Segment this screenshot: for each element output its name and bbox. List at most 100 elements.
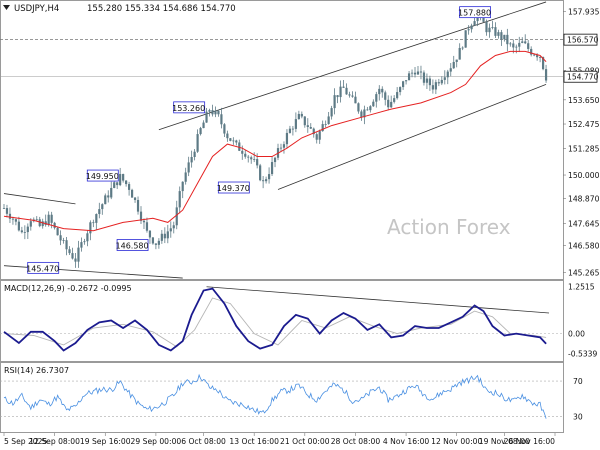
candle-body [384,92,387,100]
price-tick-label: 147.645 [568,220,600,229]
candle-body [211,110,214,115]
x-tick-label: 4 Nov 16:00 [383,437,430,446]
candle-body [11,218,15,220]
price-tick-label: 152.475 [568,120,600,129]
price-annotation: 153.260 [172,101,206,114]
macd-panel [0,280,564,362]
candle-body [41,221,44,227]
trend-line [158,1,547,131]
candle-body [449,68,452,72]
x-tick-label: 6 Oct 08:00 [181,437,226,446]
price-tick-label: 150.000 [568,171,600,180]
axis-layer: 157.935155.080153.650152.475151.285150.0… [3,8,600,446]
candle-body [44,221,47,225]
candle-body [235,140,238,143]
price-annotation: 149.950 [86,169,119,182]
annotation-label: 146.580 [116,242,149,251]
candle-body [488,27,491,33]
price-axis-box [563,33,598,46]
candle-body [20,230,23,233]
candle-body [345,87,348,95]
candle-body [467,29,470,31]
candle-body [172,225,175,229]
x-tick-label: 28 Oct 08:00 [331,437,381,446]
candle-body [163,233,166,239]
triangle-down-icon[interactable] [3,5,10,10]
candle-body [175,207,178,226]
candle-body [142,220,146,223]
candle-body [238,142,241,151]
candle-body [351,95,354,97]
candle-body [425,78,429,83]
candle-body [413,72,417,75]
price-axis-box [563,70,598,83]
rsi-tick-label: 70 [573,377,583,386]
candle-body [446,71,449,78]
x-tick-label: 5 Sep 2025 [4,437,47,446]
candle-body [50,214,53,223]
candle-body [303,116,306,126]
candle-body [14,219,18,222]
candle-body [38,219,41,227]
candle-body [366,109,369,111]
candle-body [342,86,345,88]
candle-body [324,124,327,125]
candle-body [244,153,247,157]
candle-body [541,56,545,70]
x-tick-label: 26 Nov 16:00 [504,437,555,446]
candle-body [402,81,405,88]
candle-body [148,230,152,238]
candle-body [217,110,220,115]
price-panel [0,0,564,280]
candle-body [130,189,134,198]
candle-body [378,88,381,95]
candle-body [494,27,497,36]
moving-average-line [3,50,547,232]
candle-body [116,182,119,186]
candle-body [327,116,330,125]
candle-body [428,78,432,86]
macd-layer [0,286,563,352]
candle-body [279,147,283,149]
candle-body [110,187,113,198]
price-tick-label: 157.935 [568,8,600,17]
macd-label: MACD(12,26,9) -0.2672 -0.0995 [4,284,132,293]
candle-body [503,34,506,40]
candle-body [431,85,434,90]
candle-body [470,25,473,30]
x-tick-label: 12 Nov 00:00 [431,437,482,446]
candle-body [461,47,464,49]
candle-body [95,214,98,223]
candle-body [59,235,62,241]
candle-body [282,144,286,148]
price-axis-value: 154.770 [567,73,599,82]
x-tick-label: 19 Sep 16:00 [80,437,131,446]
price-layer: 157.880 153.260 149.950 149.370 146.580 145.4… [0,1,563,279]
candle-body [68,249,71,254]
candle-body [521,41,524,43]
candle-body [300,113,303,117]
candle-body [101,204,104,210]
macd-trend-line [206,286,550,314]
rsi-layer [0,373,563,419]
candle-body [506,34,509,45]
candle-body [354,96,357,104]
candle-body [125,180,128,185]
candle-body [336,95,339,98]
rsi-panel [0,362,564,433]
candle-body [518,42,521,47]
candle-body [485,21,488,33]
x-tick-label: 12 Sep 08:00 [29,437,80,446]
rsi-tick-label: 30 [573,413,583,422]
annotation-box [173,101,206,114]
macd-line [3,287,547,352]
candle-body [536,55,539,58]
candle-body [330,108,333,117]
candle-body [247,156,250,158]
watermark: Action Forex [387,215,511,239]
candle-body [464,30,467,48]
price-axis-value: 156.570 [567,36,599,45]
trend-line [277,83,547,190]
candle-body [262,180,265,182]
candle-body [83,241,86,243]
